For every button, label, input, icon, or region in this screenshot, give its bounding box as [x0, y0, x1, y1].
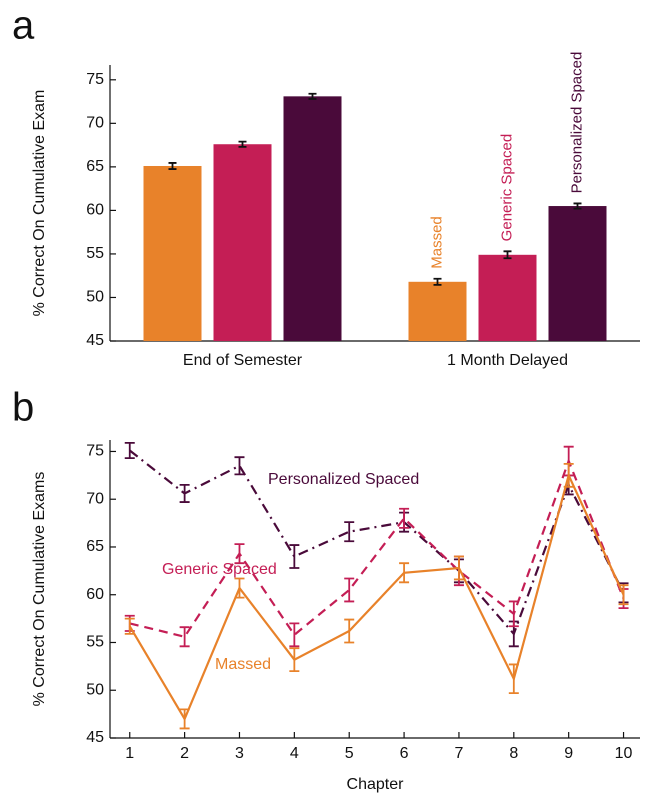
error-bar [289, 647, 300, 673]
error-bar [238, 140, 247, 148]
y-tick-label: 55 [86, 634, 104, 651]
error-bar [453, 555, 464, 581]
error-bar [308, 92, 317, 100]
error-bar [179, 708, 190, 730]
bar [213, 144, 272, 341]
series-line [129, 457, 625, 639]
error-bar [179, 483, 190, 503]
bar [408, 281, 467, 341]
series-label: Generic Spaced [498, 134, 515, 242]
y-tick-label: 70 [86, 115, 104, 132]
series-label: Generic Spaced [162, 561, 277, 578]
error-bar [234, 456, 245, 476]
y-axis-label: % Correct On Cumulative Exams [31, 472, 48, 707]
x-tick-label: 9 [564, 745, 573, 762]
error-bar [508, 600, 519, 628]
error-bar [563, 462, 574, 488]
error-bar [433, 277, 442, 286]
y-tick-label: 75 [86, 71, 104, 88]
y-tick-label: 60 [86, 586, 104, 603]
y-tick-label: 50 [86, 681, 104, 698]
error-bar [399, 562, 410, 584]
error-bar [573, 202, 582, 210]
bar [283, 96, 342, 342]
error-bar [234, 577, 245, 599]
error-bar [124, 617, 135, 635]
error-bar [179, 626, 190, 648]
x-tick-label: 5 [345, 745, 354, 762]
series-line [128, 472, 625, 722]
bar [143, 165, 202, 341]
y-tick-label: 45 [86, 729, 104, 746]
error-bar [503, 250, 512, 260]
error-bar [618, 584, 629, 606]
bar [478, 254, 537, 341]
series-label: Personalized Spaced [268, 471, 419, 488]
x-tick-label: 1 Month Delayed [447, 352, 568, 369]
panel-label: b [12, 386, 34, 430]
y-tick-label: 50 [86, 289, 104, 306]
error-bar [344, 577, 355, 603]
x-tick-label: 10 [615, 745, 633, 762]
x-tick-label: 2 [180, 745, 189, 762]
series-label: Personalized Spaced [568, 52, 585, 194]
y-tick-label: 70 [86, 490, 104, 507]
x-tick-label: 8 [509, 745, 518, 762]
y-tick-label: 75 [86, 443, 104, 460]
y-tick-label: 45 [86, 332, 104, 349]
error-bar [289, 544, 300, 569]
error-bar [289, 622, 300, 648]
y-tick-label: 55 [86, 245, 104, 262]
panel-label: a [12, 4, 35, 48]
x-tick-label: End of Semester [183, 352, 303, 369]
x-tick-label: 3 [235, 745, 244, 762]
y-tick-label: 65 [86, 158, 104, 175]
x-tick-label: 1 [125, 745, 134, 762]
error-bar [399, 507, 410, 529]
series-label: Massed [215, 656, 271, 673]
error-bar [508, 663, 519, 695]
x-tick-label: 6 [400, 745, 409, 762]
x-axis-label: Chapter [347, 776, 405, 793]
error-bar [168, 162, 177, 170]
y-axis-label: % Correct On Cumulative Exam [31, 90, 48, 317]
bar [548, 206, 607, 341]
series-label: Massed [428, 216, 445, 269]
error-bar [124, 441, 135, 460]
error-bar [234, 543, 245, 565]
x-tick-label: 4 [290, 745, 299, 762]
y-tick-label: 65 [86, 538, 104, 555]
x-tick-label: 7 [454, 745, 463, 762]
y-tick-label: 60 [86, 202, 104, 219]
error-bar [344, 618, 355, 644]
error-bar [344, 521, 355, 543]
